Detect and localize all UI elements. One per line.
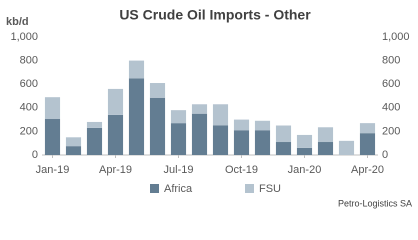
bar-segment — [317, 142, 334, 155]
bar-segment — [296, 147, 313, 155]
bar-segment — [44, 97, 61, 120]
bar-segment — [170, 110, 187, 124]
y2-tick-label: 800 — [382, 55, 400, 67]
x-tick-label: Jan-19 — [36, 164, 70, 176]
bar-segment — [254, 130, 271, 155]
bar-segment — [359, 133, 376, 155]
bar-segment — [44, 119, 61, 155]
bar-segment — [65, 146, 82, 155]
y2-tick-label: 400 — [382, 102, 400, 114]
bar-segment — [86, 121, 103, 128]
x-tick-label: Oct-19 — [225, 164, 258, 176]
x-tick-label: Jan-20 — [288, 164, 322, 176]
y-tick-label: 600 — [20, 78, 38, 90]
y2-tick-label: 1,000 — [382, 31, 410, 43]
bar-segment — [191, 113, 208, 155]
bar-segment — [233, 119, 250, 131]
chart-title: US Crude Oil Imports - Other — [119, 7, 311, 23]
bar-segment — [275, 125, 292, 143]
bar-segment — [128, 60, 145, 79]
bar-segment — [233, 130, 250, 155]
bar-segment — [149, 97, 166, 155]
legend-label: FSU — [259, 183, 281, 195]
bar-segment — [128, 78, 145, 155]
bar-segment — [212, 125, 229, 155]
y-tick-label: 200 — [20, 125, 38, 137]
bar-segment — [170, 123, 187, 155]
legend-label: Africa — [164, 183, 193, 195]
x-tick-label: Apr-19 — [99, 164, 132, 176]
bar-segment — [275, 142, 292, 155]
bar-segment — [296, 134, 313, 148]
y2-tick-label: 200 — [382, 125, 400, 137]
y2-tick-label: 0 — [382, 149, 388, 161]
y-tick-label: 400 — [20, 102, 38, 114]
x-tick-label: Jul-19 — [164, 164, 194, 176]
source: Petro-Logistics SA — [338, 198, 412, 208]
chart: US Crude Oil Imports - Other kb/d Petro-… — [6, 7, 412, 209]
bar-segment — [65, 137, 82, 147]
bar-segment — [254, 120, 271, 131]
bar-segment — [107, 114, 124, 155]
y-tick-label: 0 — [32, 149, 38, 161]
y-tick-label: 1,000 — [10, 31, 38, 43]
bar-segment — [338, 140, 355, 155]
x-tick-label: Apr-20 — [351, 164, 384, 176]
bar-segment — [191, 104, 208, 114]
y-tick-label: 800 — [20, 55, 38, 67]
bar-segment — [359, 123, 376, 134]
bar-segment — [86, 127, 103, 155]
legend-swatch — [150, 184, 159, 193]
bar-segment — [149, 83, 166, 98]
legend-swatch — [245, 184, 254, 193]
bar-segment — [317, 127, 334, 143]
y-axis-unit: kb/d — [6, 16, 29, 28]
y2-tick-label: 600 — [382, 78, 400, 90]
bar-segment — [212, 104, 229, 126]
bar-segment — [107, 88, 124, 115]
